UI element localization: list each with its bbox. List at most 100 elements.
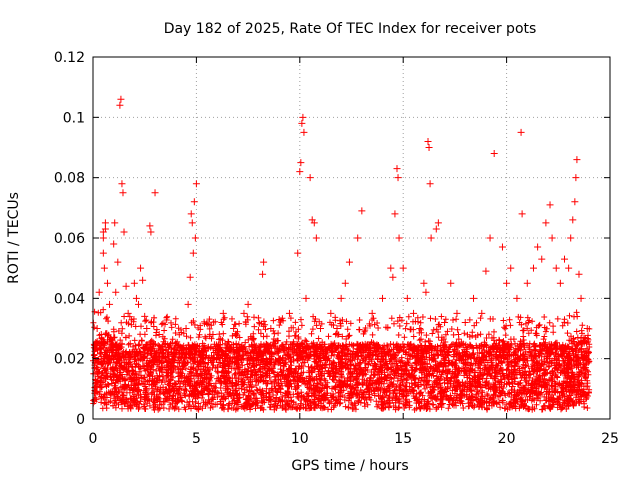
roti-point bbox=[99, 249, 107, 257]
roti-point bbox=[117, 95, 125, 103]
roti-point bbox=[147, 228, 155, 236]
roti-point bbox=[111, 219, 119, 227]
roti-point bbox=[583, 325, 591, 332]
roti-point bbox=[188, 219, 196, 227]
roti-point bbox=[106, 300, 114, 308]
roti-point bbox=[100, 264, 108, 272]
y-tick-label: 0.04 bbox=[54, 291, 85, 307]
roti-point bbox=[391, 210, 399, 218]
x-tick-label: 10 bbox=[291, 431, 309, 447]
roti-point bbox=[294, 249, 302, 257]
roti-point bbox=[126, 340, 134, 348]
roti-point bbox=[393, 165, 401, 173]
roti-point bbox=[486, 234, 494, 242]
roti-point bbox=[134, 300, 142, 308]
x-tick-label: 25 bbox=[601, 431, 619, 447]
roti-point bbox=[358, 207, 366, 215]
dense-roti-band bbox=[90, 306, 593, 413]
roti-point bbox=[573, 156, 581, 164]
y-tick-label: 0.12 bbox=[54, 50, 85, 66]
roti-point bbox=[518, 210, 526, 218]
roti-point bbox=[219, 309, 227, 317]
roti-point bbox=[354, 234, 362, 242]
roti-point bbox=[478, 309, 486, 317]
roti-point bbox=[299, 113, 307, 121]
roti-point bbox=[95, 288, 103, 296]
roti-point bbox=[199, 340, 207, 348]
roti-point bbox=[507, 264, 515, 272]
roti-point bbox=[498, 243, 506, 251]
roti-point bbox=[130, 279, 138, 287]
y-tick-label: 0.02 bbox=[54, 352, 85, 368]
roti-point bbox=[312, 234, 320, 242]
roti-point bbox=[103, 279, 111, 287]
roti-point bbox=[302, 294, 310, 302]
roti-point bbox=[534, 243, 542, 251]
roti-point bbox=[101, 219, 109, 227]
roti-point bbox=[244, 300, 252, 308]
roti-point bbox=[461, 318, 469, 326]
roti-point bbox=[441, 318, 449, 326]
roti-point bbox=[122, 282, 130, 290]
roti-point bbox=[114, 258, 122, 266]
roti-point bbox=[132, 294, 140, 302]
roti-point bbox=[275, 315, 283, 323]
roti-point bbox=[120, 228, 128, 236]
roti-point bbox=[434, 219, 442, 227]
roti-point bbox=[424, 137, 432, 145]
roti-point bbox=[542, 219, 550, 227]
roti-point bbox=[368, 309, 376, 317]
roti-point bbox=[345, 258, 353, 266]
roti-point bbox=[172, 340, 180, 348]
x-tick-label: 5 bbox=[192, 431, 201, 447]
roti-point bbox=[548, 234, 556, 242]
roti-point bbox=[561, 255, 569, 263]
roti-point bbox=[379, 294, 387, 302]
roti-point bbox=[389, 273, 397, 281]
y-tick-label: 0 bbox=[76, 412, 85, 428]
roti-point bbox=[101, 225, 109, 233]
chart-title: Day 182 of 2025, Rate Of TEC Index for r… bbox=[164, 21, 537, 37]
roti-point bbox=[267, 325, 275, 332]
roti-point bbox=[189, 249, 197, 257]
roti-point bbox=[97, 331, 105, 339]
roti-point bbox=[186, 273, 194, 281]
roti-point bbox=[143, 325, 151, 332]
roti-point bbox=[575, 270, 583, 278]
roti-point bbox=[395, 234, 403, 242]
y-tick-label: 0.08 bbox=[54, 171, 85, 187]
roti-point bbox=[470, 294, 478, 302]
roti-point bbox=[556, 279, 564, 287]
roti-point bbox=[190, 198, 198, 206]
roti-point bbox=[285, 309, 293, 317]
roti-point bbox=[517, 128, 525, 136]
roti-point bbox=[124, 309, 132, 317]
roti-point bbox=[137, 264, 145, 272]
roti-point bbox=[482, 267, 490, 275]
roti-point bbox=[447, 279, 455, 287]
x-tick-label: 0 bbox=[89, 431, 98, 447]
roti-point bbox=[571, 198, 579, 206]
roti-point bbox=[387, 264, 395, 272]
roti-point bbox=[529, 264, 537, 272]
roti-point bbox=[422, 288, 430, 296]
roti-point bbox=[151, 189, 159, 197]
roti-point bbox=[259, 270, 267, 278]
x-tick-label: 15 bbox=[394, 431, 412, 447]
roti-point bbox=[300, 128, 308, 136]
roti-point bbox=[119, 189, 127, 197]
roti-point bbox=[192, 180, 200, 188]
roti-point bbox=[546, 201, 554, 209]
roti-point bbox=[567, 234, 575, 242]
roti-point bbox=[399, 264, 407, 272]
roti-point bbox=[209, 331, 217, 339]
roti-point bbox=[139, 276, 147, 284]
y-axis-label: ROTI / TECUs bbox=[6, 192, 22, 284]
x-tick-label: 20 bbox=[498, 431, 516, 447]
y-tick-label: 0.06 bbox=[54, 231, 85, 247]
axis-ticks: 0 5 10 15 20 25 0 0.02 0.04 0.06 0.08 0.1 0.12 bbox=[54, 50, 619, 447]
roti-point bbox=[184, 300, 192, 308]
roti-point bbox=[416, 325, 424, 332]
roti-point bbox=[403, 294, 411, 302]
